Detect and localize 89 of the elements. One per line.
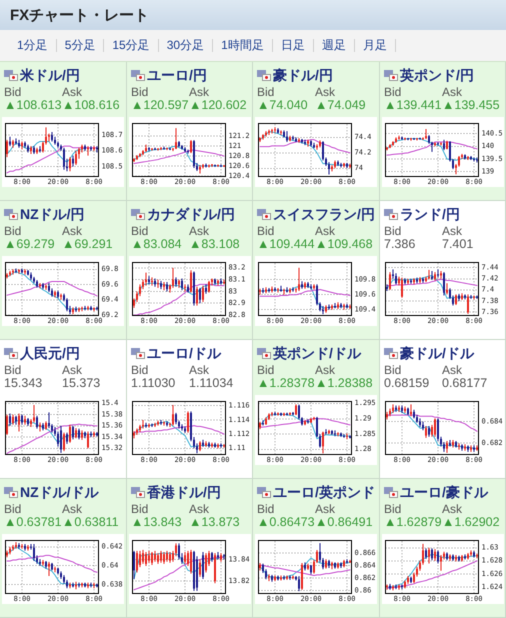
- text: ▲1.28378: [257, 376, 315, 390]
- text: Ask: [62, 502, 82, 516]
- text: Bid: [131, 363, 148, 377]
- chart-title: ユーロ/ドル: [147, 345, 221, 361]
- text: ▲13.843: [131, 515, 182, 529]
- chart-title: ユーロ/円: [147, 67, 207, 83]
- chart-title: 人民元/円: [20, 345, 80, 361]
- text: ▲108.613: [4, 98, 62, 112]
- chart-title: ユーロ/豪ドル: [400, 484, 488, 500]
- text: ▲0.63811: [62, 515, 119, 529]
- text: Ask: [62, 363, 82, 377]
- text: Ask: [189, 363, 210, 377]
- chart-title: 豪ドル/円: [273, 67, 333, 83]
- text: 0.68177: [442, 376, 488, 390]
- text: 月足: [354, 38, 396, 52]
- text: Ask: [189, 85, 210, 99]
- text: ▲0.86473: [257, 515, 315, 529]
- text: 15.373: [62, 376, 100, 390]
- chart-title: 英ポンド/円: [400, 67, 474, 83]
- text: Ask: [62, 85, 82, 99]
- text: Bid: [384, 363, 402, 377]
- text: Bid: [4, 502, 22, 516]
- chart-title: 豪ドル/ドル: [400, 345, 474, 361]
- chart-title: 米ドル/円: [20, 67, 80, 83]
- text: ▲69.291: [62, 237, 113, 251]
- text: Ask: [315, 85, 336, 99]
- text: 7.401: [442, 237, 474, 251]
- text: 1分足: [9, 38, 57, 52]
- text: ▲108.616: [62, 98, 120, 112]
- text: Ask: [315, 363, 336, 377]
- text: ▲120.597: [131, 98, 189, 112]
- text: ▲139.441: [384, 98, 442, 112]
- text: ▲1.62879: [384, 515, 442, 529]
- chart-title: 英ポンド/ドル: [273, 345, 361, 361]
- text: Bid: [131, 85, 148, 99]
- text: ▲0.63781: [4, 515, 62, 529]
- text: ▲74.040: [257, 98, 308, 112]
- text: Ask: [442, 502, 462, 516]
- text: ▲83.084: [131, 237, 182, 251]
- text: 1時間足: [213, 38, 273, 52]
- text: Ask: [315, 224, 336, 238]
- chart-title: スイスフラン/円: [273, 206, 375, 222]
- text: Ask: [62, 224, 82, 238]
- text: ▲109.468: [315, 237, 373, 251]
- text: 7.386: [384, 237, 416, 251]
- text: Bid: [4, 85, 22, 99]
- text: Bid: [384, 85, 402, 99]
- text: ▲74.049: [315, 98, 366, 112]
- text: Ask: [315, 502, 336, 516]
- text: 5分足: [56, 38, 104, 52]
- chart-title: NZドル/円: [20, 206, 85, 222]
- chart-title: ランド/円: [400, 206, 460, 222]
- text: ▲139.455: [442, 98, 500, 112]
- text: FXチャート・レート: [10, 6, 150, 24]
- text: 日足: [272, 38, 314, 52]
- text: ▲0.86491: [315, 515, 373, 529]
- text: Bid: [131, 224, 148, 238]
- text: ▲83.108: [189, 237, 240, 251]
- text: Ask: [442, 224, 462, 238]
- chart-title: カナダドル/円: [147, 206, 235, 222]
- text: Ask: [442, 85, 462, 99]
- text: 1.11030: [131, 376, 176, 390]
- text: ▲69.279: [4, 237, 55, 251]
- text: 15分足: [104, 38, 159, 52]
- text: 0.68159: [384, 376, 430, 390]
- text: Bid: [257, 224, 274, 238]
- text: Ask: [442, 363, 462, 377]
- text: ▲120.602: [189, 98, 247, 112]
- text: Bid: [384, 502, 402, 516]
- text: 1.11034: [189, 376, 234, 390]
- chart-title: ユーロ/英ポンド: [273, 484, 375, 500]
- text: ▲13.873: [189, 515, 240, 529]
- text: Bid: [4, 363, 22, 377]
- text: 週足: [314, 38, 355, 52]
- chart-title: 香港ドル/円: [147, 484, 221, 500]
- text: Bid: [257, 502, 274, 516]
- text: 30分足: [158, 38, 214, 52]
- chart-title: NZドル/ドル: [20, 484, 99, 500]
- text: Bid: [4, 224, 22, 238]
- text: ▲1.62902: [442, 515, 500, 529]
- text: Bid: [131, 502, 148, 516]
- text: Bid: [257, 85, 274, 99]
- text: Bid: [257, 363, 274, 377]
- text: 15.343: [4, 376, 42, 390]
- text: ▲1.28388: [315, 376, 373, 390]
- text: Bid: [384, 224, 402, 238]
- text: ▲109.444: [257, 237, 315, 251]
- text: Ask: [189, 502, 210, 516]
- text: Ask: [189, 224, 210, 238]
